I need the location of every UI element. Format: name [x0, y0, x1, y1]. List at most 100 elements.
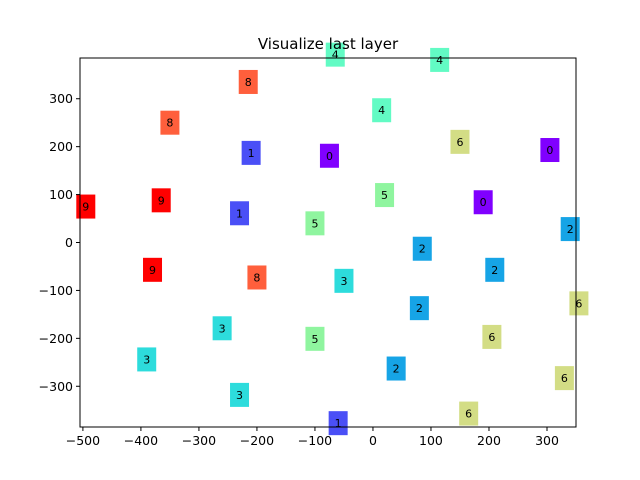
data-point-label: 1 [335, 417, 342, 430]
x-axis-ticks: −500 −400 −300 −200 −100 0 100 200 300 [66, 427, 559, 448]
data-point-box [305, 326, 325, 351]
data-point-box [560, 217, 580, 242]
x-tick-label: −100 [298, 433, 332, 448]
data-point-label: 9 [82, 201, 89, 214]
data-point-label: 4 [378, 104, 385, 117]
data-point-label: 0 [326, 150, 333, 163]
data-point-label: 3 [340, 275, 347, 288]
data-point-box [160, 110, 180, 135]
data-point-box [151, 188, 171, 213]
data-point-label: 9 [149, 264, 156, 277]
data-point-box [325, 42, 345, 67]
data-point-label: 2 [416, 302, 423, 315]
data-point-box [412, 236, 432, 261]
y-tick-label: −200 [39, 331, 73, 346]
y-tick-label: 0 [65, 235, 73, 250]
data-markers: 4 4 8 4 8 6 0 1 0 5 9 9 0 1 5 2 2 9 8 2 3 6 2 3 5 6 3 2 6 3 6 1 [76, 42, 589, 436]
y-tick-label: −100 [39, 283, 73, 298]
data-point: 1 [241, 140, 261, 165]
data-point-label: 2 [491, 264, 498, 277]
data-point-label: 6 [575, 297, 582, 310]
data-point: 5 [375, 183, 395, 208]
data-point-label: 3 [219, 322, 226, 335]
data-point-box [143, 257, 163, 282]
data-point-box [230, 201, 250, 226]
data-point-label: 5 [311, 333, 318, 346]
data-point: 4 [325, 42, 345, 67]
x-tick-label: −500 [66, 433, 100, 448]
data-point: 5 [305, 326, 325, 351]
data-point-box [554, 366, 574, 391]
data-point-box [212, 316, 232, 341]
data-point-box [485, 257, 505, 282]
data-point-label: 2 [567, 223, 574, 236]
x-tick-label: 0 [369, 433, 377, 448]
data-point: 3 [212, 316, 232, 341]
data-point-label: 2 [419, 243, 426, 256]
data-point-label: 6 [465, 408, 472, 421]
data-point-box [137, 347, 157, 372]
data-point-box [459, 401, 479, 426]
y-tick-label: −300 [39, 379, 73, 394]
data-point-box [241, 140, 261, 165]
data-point: 9 [151, 188, 171, 213]
data-point: 8 [247, 265, 267, 290]
data-point: 3 [334, 268, 354, 293]
plot-frame [79, 57, 577, 428]
data-point-label: 0 [480, 196, 487, 209]
data-point: 6 [450, 129, 470, 154]
data-point-label: 2 [393, 363, 400, 376]
data-point: 6 [459, 401, 479, 426]
data-point-label: 6 [488, 331, 495, 344]
data-point: 6 [482, 324, 502, 349]
data-point-box [319, 143, 339, 168]
data-point-label: 6 [456, 136, 463, 149]
x-tick-label: −400 [124, 433, 158, 448]
data-point-label: 9 [158, 194, 165, 207]
data-point-label: 4 [332, 49, 339, 62]
data-point: 4 [430, 47, 450, 72]
x-tick-label: −300 [182, 433, 216, 448]
data-point-label: 6 [561, 372, 568, 385]
data-point: 2 [412, 236, 432, 261]
data-point: 2 [409, 296, 429, 321]
data-point-label: 8 [245, 76, 252, 89]
x-tick-label: −200 [240, 433, 274, 448]
data-point: 6 [569, 291, 589, 316]
data-point-box [230, 382, 250, 407]
data-point: 3 [137, 347, 157, 372]
data-point-box [540, 138, 560, 163]
data-point-box [569, 291, 589, 316]
y-tick-label: 100 [49, 187, 73, 202]
data-point-box [409, 296, 429, 321]
data-point: 2 [560, 217, 580, 242]
chart-title: Visualize last layer [258, 35, 399, 53]
data-point: 8 [160, 110, 180, 135]
data-point-box [238, 69, 258, 94]
data-point: 4 [372, 98, 392, 123]
data-point-box [76, 194, 96, 219]
x-tick-label: 200 [477, 433, 501, 448]
data-point: 1 [328, 411, 348, 436]
data-point-label: 1 [236, 207, 243, 220]
data-point: 5 [305, 211, 325, 236]
data-point-box [334, 268, 354, 293]
data-point: 8 [238, 69, 258, 94]
data-point-label: 3 [143, 353, 150, 366]
data-point-label: 8 [166, 117, 173, 130]
y-tick-label: 300 [49, 91, 73, 106]
data-point-box [386, 356, 406, 381]
data-point-label: 4 [436, 54, 443, 67]
data-point-label: 5 [311, 217, 318, 230]
data-point-box [450, 129, 470, 154]
data-point: 2 [386, 356, 406, 381]
data-point-label: 1 [248, 147, 255, 160]
y-tick-label: 200 [49, 139, 73, 154]
data-point-label: 8 [253, 271, 260, 284]
data-point-box [328, 411, 348, 436]
data-point: 2 [485, 257, 505, 282]
data-point: 0 [319, 143, 339, 168]
data-point: 6 [554, 366, 574, 391]
y-axis-ticks: −300 −200 −100 0 100 200 300 [39, 91, 80, 394]
data-point: 1 [230, 201, 250, 226]
